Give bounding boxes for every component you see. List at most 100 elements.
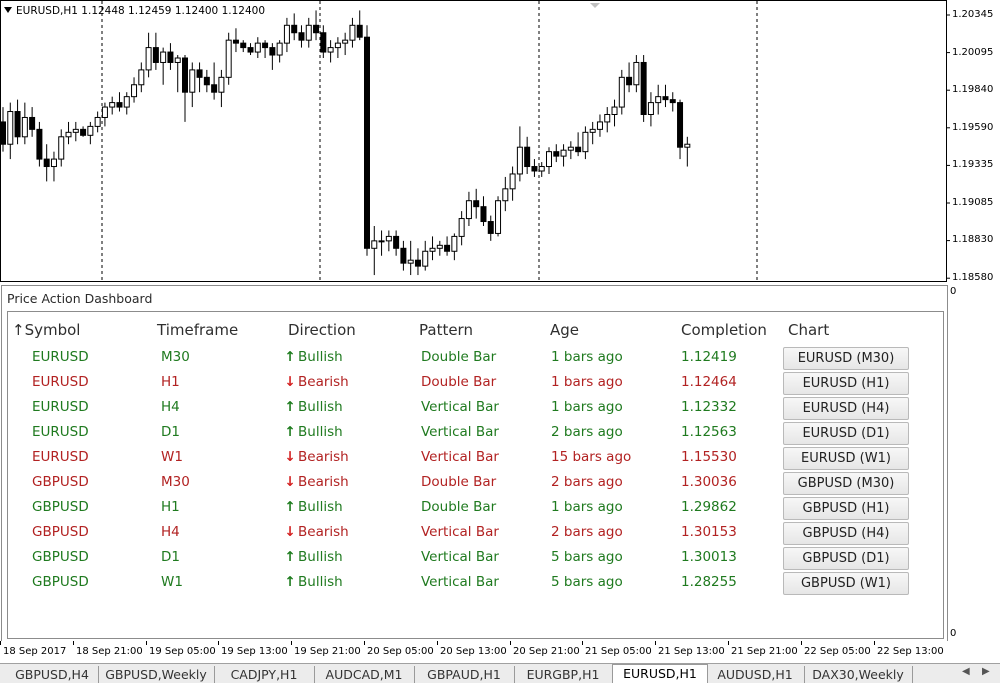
- time-label: 20 Sep 05:00: [367, 646, 434, 657]
- bullish-candle: [560, 149, 567, 157]
- bearish-candle: [269, 47, 276, 56]
- direction-text: Bullish: [298, 499, 343, 515]
- tab-eurgbp-h1[interactable]: EURGBP,H1: [514, 666, 613, 683]
- open-chart-button[interactable]: EURUSD (W1): [783, 447, 909, 470]
- open-chart-button[interactable]: GBPUSD (H1): [783, 497, 909, 520]
- time-tick: [146, 641, 147, 645]
- arrow-up-icon: ↑: [284, 349, 296, 365]
- open-chart-button[interactable]: EURUSD (D1): [783, 422, 909, 445]
- direction-cell: ↑ Bullish: [283, 574, 342, 590]
- chart-shift-marker: [590, 3, 600, 8]
- tab-cadjpy-h1[interactable]: CADJPY,H1: [214, 666, 315, 683]
- tab-scroll-right-icon[interactable]: ▶: [982, 666, 990, 677]
- price-chart[interactable]: EURUSD,H1 1.12448 1.12459 1.12400 1.1240…: [0, 0, 1000, 283]
- tab-dax30-weekly[interactable]: DAX30,Weekly: [804, 666, 913, 683]
- bearish-candle: [167, 51, 174, 63]
- bullish-candle: [342, 39, 349, 44]
- direction-cell: ↓ Bearish: [283, 374, 348, 390]
- bullish-candle: [276, 42, 283, 56]
- bullish-candle: [371, 240, 378, 249]
- column-header-age[interactable]: Age: [550, 321, 580, 339]
- bullish-candle: [385, 235, 392, 242]
- symbol-cell: GBPUSD: [32, 524, 89, 540]
- open-chart-button[interactable]: EURUSD (H4): [783, 397, 909, 420]
- timeframe-cell: D1: [161, 549, 180, 565]
- arrow-up-icon: ↑: [284, 399, 296, 415]
- time-label: 21 Sep 05:00: [585, 646, 652, 657]
- completion-cell: 1.12419: [681, 349, 737, 365]
- open-chart-button[interactable]: GBPUSD (D1): [783, 547, 909, 570]
- time-label: 22 Sep 05:00: [804, 646, 871, 657]
- bearish-candle: [232, 39, 239, 44]
- bullish-candle: [509, 173, 516, 190]
- direction-text: Bullish: [298, 399, 343, 415]
- bullish-candle: [145, 47, 152, 71]
- direction-cell: ↑ Bullish: [283, 424, 342, 440]
- bearish-candle: [414, 259, 421, 267]
- arrow-down-icon: ↓: [284, 374, 296, 390]
- tab-gbpusd-weekly[interactable]: GBPUSD,Weekly: [98, 666, 215, 683]
- age-cell: 1 bars ago: [551, 399, 623, 415]
- column-header-direction[interactable]: Direction: [288, 321, 356, 339]
- dropdown-triangle-icon[interactable]: [4, 7, 12, 13]
- bearish-candle: [240, 42, 247, 49]
- bullish-candle: [451, 235, 458, 252]
- pattern-cell: Vertical Bar: [421, 549, 499, 565]
- table-row: GBPUSD M30 ↓ Bearish Double Bar 2 bars ago 1.3…: [8, 471, 943, 496]
- bullish-candle: [378, 240, 385, 243]
- time-tick: [0, 641, 1, 645]
- pattern-cell: Vertical Bar: [421, 424, 499, 440]
- open-chart-button[interactable]: EURUSD (H1): [783, 372, 909, 395]
- tab-audusd-h1[interactable]: AUDUSD,H1: [706, 666, 805, 683]
- open-chart-button[interactable]: GBPUSD (M30): [783, 472, 909, 495]
- time-label: 19 Sep 21:00: [294, 646, 361, 657]
- direction-cell: ↑ Bullish: [283, 549, 342, 565]
- completion-cell: 1.12563: [681, 424, 737, 440]
- age-cell: 5 bars ago: [551, 574, 623, 590]
- time-label: 21 Sep 21:00: [731, 646, 798, 657]
- table-row: EURUSD M30 ↑ Bullish Double Bar 1 bars ago 1.1…: [8, 346, 943, 371]
- column-header-timeframe[interactable]: Timeframe: [157, 321, 239, 339]
- arrow-down-icon: ↓: [284, 449, 296, 465]
- pattern-cell: Double Bar: [421, 374, 497, 390]
- tab-gbpusd-h4[interactable]: GBPUSD,H4: [6, 666, 99, 683]
- bearish-candle: [473, 200, 480, 208]
- bullish-candle: [429, 247, 436, 252]
- tab-scroll-left-icon[interactable]: ◀: [962, 666, 970, 677]
- time-label: 18 Sep 2017: [3, 646, 67, 657]
- bearish-candle: [364, 36, 370, 249]
- direction-text: Bearish: [298, 474, 349, 490]
- open-chart-button[interactable]: EURUSD (M30): [783, 347, 909, 370]
- chart-canvas[interactable]: [0, 0, 1000, 283]
- time-tick: [874, 641, 875, 645]
- completion-cell: 1.28255: [681, 574, 737, 590]
- tab-gbpaud-h1[interactable]: GBPAUD,H1: [414, 666, 515, 683]
- bullish-candle: [546, 151, 552, 168]
- column-header-pattern[interactable]: Pattern: [419, 321, 473, 339]
- tab-audcad-m1[interactable]: AUDCAD,M1: [314, 666, 415, 683]
- bullish-candle: [305, 24, 312, 41]
- arrow-up-icon: ↑: [284, 574, 296, 590]
- bullish-candle: [160, 51, 167, 63]
- open-chart-button[interactable]: GBPUSD (H4): [783, 522, 909, 545]
- time-tick: [364, 641, 365, 645]
- column-header-symbol[interactable]: ↑Symbol: [12, 321, 81, 339]
- open-chart-button[interactable]: GBPUSD (W1): [783, 572, 909, 595]
- completion-cell: 1.15530: [681, 449, 737, 465]
- tab-eurusd-h1[interactable]: EURUSD,H1: [612, 664, 708, 683]
- table-row: EURUSD W1 ↓ Bearish Vertical Bar 15 bars ago 1…: [8, 446, 943, 471]
- completion-cell: 1.30153: [681, 524, 737, 540]
- bullish-candle: [582, 131, 589, 153]
- bullish-candle: [138, 69, 145, 86]
- bearish-candle: [313, 24, 320, 34]
- timeframe-cell: H4: [161, 399, 180, 415]
- column-header-completion[interactable]: Completion: [681, 321, 767, 339]
- bearish-candle: [444, 244, 451, 252]
- bullish-candle: [495, 200, 502, 234]
- symbol-cell: GBPUSD: [32, 499, 89, 515]
- bullish-candle: [174, 57, 181, 63]
- bearish-candle: [182, 57, 188, 93]
- bearish-candle: [677, 102, 684, 148]
- bullish-candle: [327, 47, 334, 53]
- symbol-cell: EURUSD: [32, 449, 89, 465]
